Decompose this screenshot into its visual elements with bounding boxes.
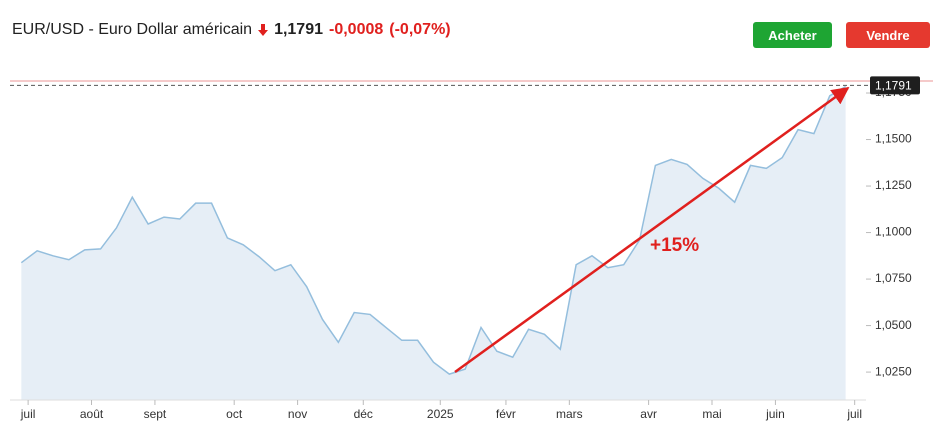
x-tick-label: nov <box>288 407 307 421</box>
y-tick-label: 1,1250 <box>875 178 912 192</box>
change-pct: (-0,07%) <box>389 21 451 38</box>
change: -0,0008 <box>329 21 384 38</box>
x-tick-label: avr <box>640 407 657 421</box>
y-tick-label: 1,0500 <box>875 318 912 332</box>
x-tick-label: juil <box>20 407 36 421</box>
x-tick-label: août <box>80 407 104 421</box>
price-line <box>20 85 846 375</box>
y-tick-label: 1,0750 <box>875 271 912 285</box>
buy-button[interactable]: Acheter <box>753 22 832 48</box>
area-fill <box>21 86 846 400</box>
sell-button[interactable]: Vendre <box>846 22 930 48</box>
annotation-text: +15% <box>650 235 699 256</box>
x-tick-label: juin <box>765 407 785 421</box>
y-tick-label: 1,0250 <box>875 364 912 378</box>
last-price-box <box>870 76 920 95</box>
x-tick-label: déc <box>354 407 373 421</box>
annotation-arrow <box>454 86 850 374</box>
x-tick-label: mars <box>556 407 583 421</box>
instrument-title: EUR/USD - Euro Dollar américain <box>12 21 253 38</box>
x-tick-label: févr <box>496 407 516 421</box>
header: EUR/USD - Euro Dollar américain 1,1791 -… <box>12 21 451 39</box>
x-tick-label: sept <box>144 407 167 421</box>
x-tick-label: 2025 <box>427 407 454 421</box>
price: 1,1791 <box>274 21 323 38</box>
y-tick-label: 1,1500 <box>875 132 912 146</box>
x-tick-label: oct <box>226 407 243 421</box>
x-tick-label: mai <box>702 407 721 421</box>
last-price-label: 1,1791 <box>875 79 912 93</box>
x-tick-label: juil <box>846 407 862 421</box>
y-tick-label: 1,1000 <box>875 225 912 239</box>
down-arrow-icon <box>258 24 269 36</box>
